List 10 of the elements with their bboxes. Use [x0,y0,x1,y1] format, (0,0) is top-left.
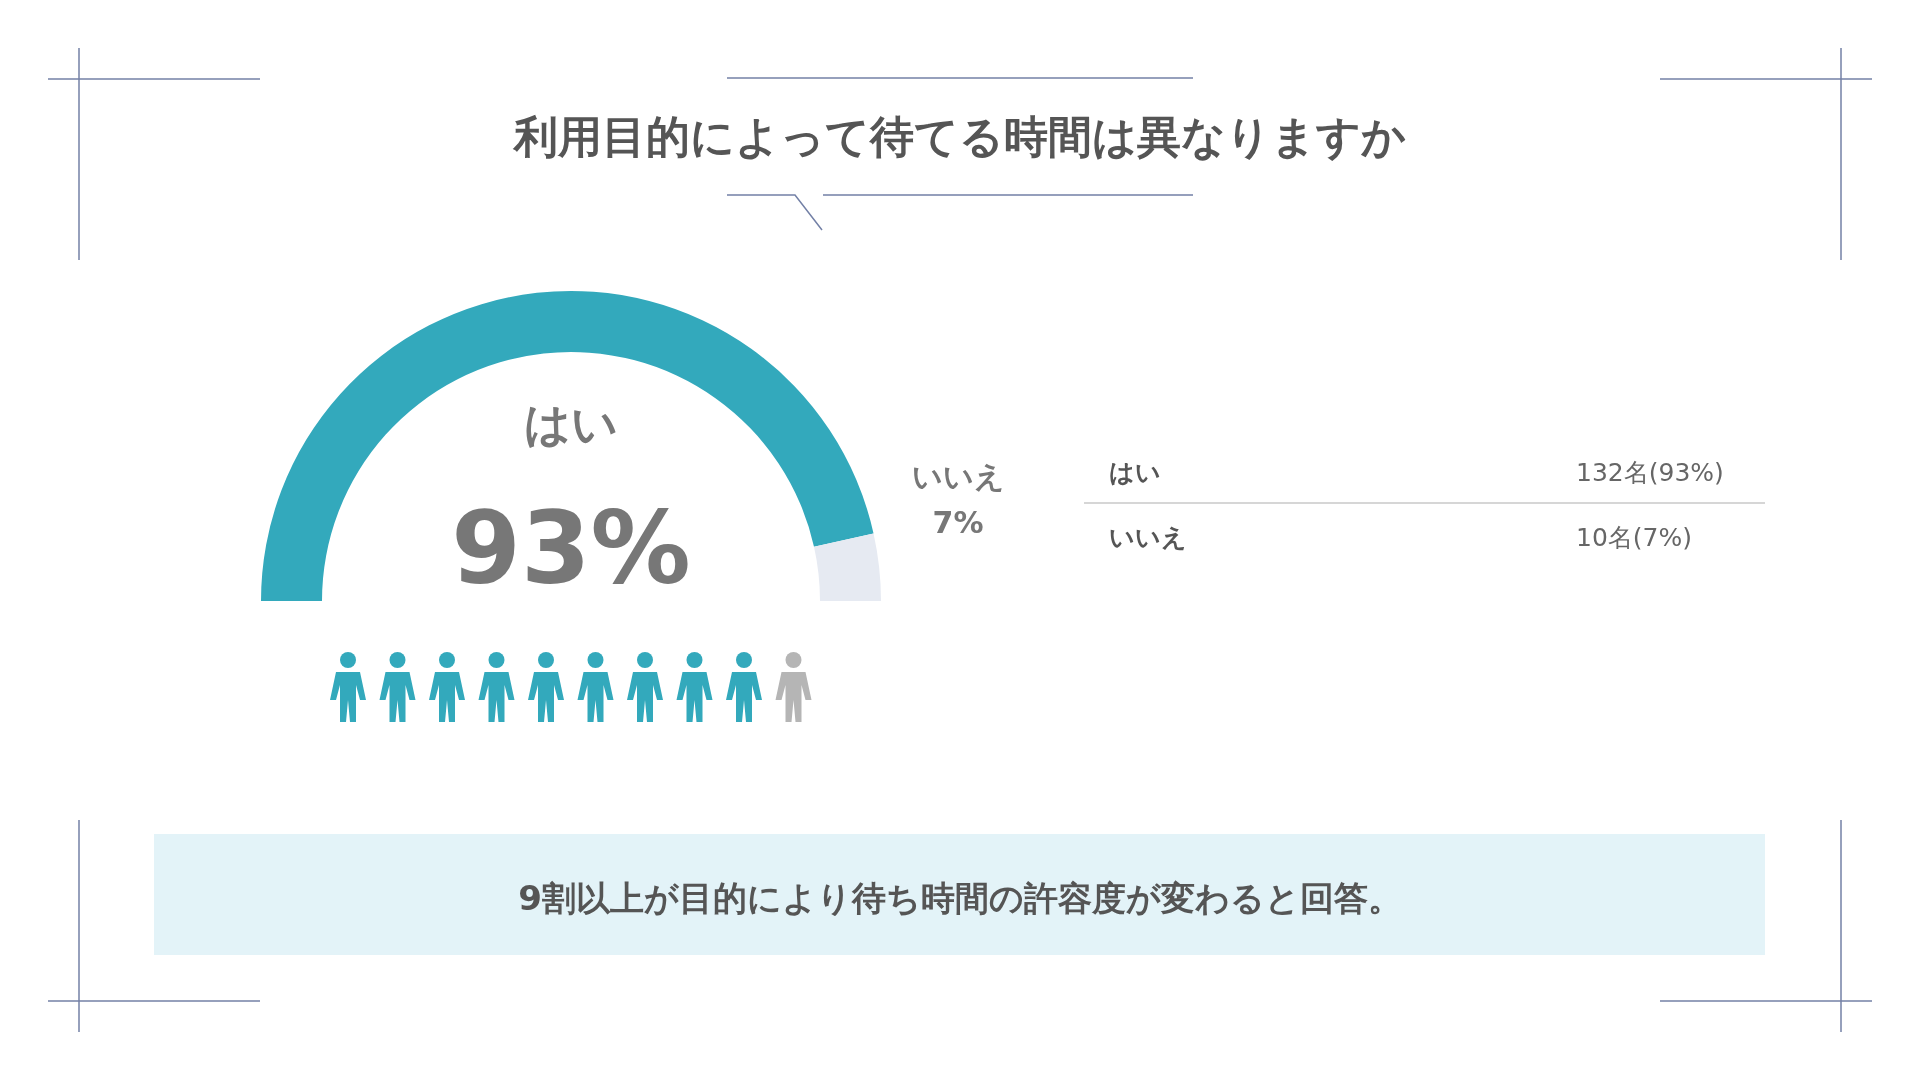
text: 9割以上が目的により待ち時間の許容度が変わると回答。 [518,878,1402,918]
data-label: 93% [451,490,691,607]
slice-label: いいえ [911,459,1005,494]
category-label: はい [1109,458,1161,487]
category-label: いいえ [1109,523,1187,552]
chart-title: 利用目的によって待てる時間は異なりますか [512,111,1406,162]
data-label: 7% [932,505,984,540]
slice-label: はい [524,397,618,451]
text: 10名(7%) [1576,523,1692,552]
text: 132名(93%) [1576,458,1724,487]
